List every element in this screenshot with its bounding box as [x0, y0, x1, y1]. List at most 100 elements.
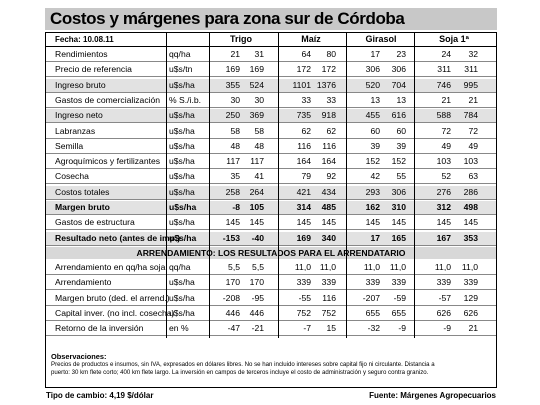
row-unit: u$s/ha — [169, 79, 195, 90]
row-label: Agroquímicos y fertilizantes — [55, 156, 161, 167]
row-value: 79 — [301, 171, 311, 182]
row-value: 311 — [464, 64, 478, 75]
row-unit: u$s/ha — [169, 292, 195, 303]
observations-line: puerto: 30 km flete corto; 400 km flete … — [51, 369, 429, 376]
row-value: 264 — [249, 186, 264, 197]
row-unit: u$s/ha — [169, 110, 195, 121]
row-value: -208 — [222, 292, 240, 303]
row-label: Margen bruto (ded. el arrend.) — [55, 292, 170, 303]
row-unit: u$s/ha — [169, 186, 195, 197]
row-value: 42 — [370, 171, 380, 182]
column-divider — [414, 33, 415, 338]
row-value: 339 — [436, 277, 451, 288]
row-value: 62 — [301, 125, 311, 136]
row-value: 72 — [441, 125, 451, 136]
row-value: 55 — [396, 171, 406, 182]
row-value: 11,0 — [434, 262, 451, 272]
row-value: 49 — [468, 140, 478, 151]
table-row: Gastos de estructura u$s/ha 145 145 145 145 14… — [46, 216, 496, 231]
row-label: Ingreso neto — [55, 110, 103, 121]
observations-line: Precios de productos e insumos, sin IVA,… — [51, 361, 435, 368]
table-row: Rendimientos qq/ha 21 31 64 80 17 23 24 32 — [46, 48, 496, 62]
arrendamiento-header: ARRENDAMIENTO: LOS RESULTADOS PARA EL AR… — [46, 247, 496, 259]
row-label: Precio de referencia — [55, 64, 132, 75]
crop-header-maiz: Maíz — [301, 34, 321, 44]
row-value: 5,5 — [252, 262, 264, 272]
row-unit: u$s/tn — [169, 64, 193, 75]
row-value: 80 — [326, 49, 336, 59]
row-value: 129 — [463, 292, 478, 303]
row-value: 116 — [322, 140, 336, 151]
row-value: -8 — [232, 202, 240, 212]
row-value: 105 — [249, 202, 264, 212]
row-value: 306 — [365, 64, 380, 75]
row-value: 339 — [391, 277, 406, 288]
row-value: 145 — [296, 217, 311, 228]
date-label: Fecha: 10.08.11 — [55, 35, 114, 44]
row-value: 626 — [436, 307, 451, 318]
row-value: 30 — [230, 94, 240, 105]
row-value: 72 — [468, 125, 478, 136]
table-row: Retorno de la inversión en % -47 -21 -7 15 -32… — [46, 322, 496, 337]
row-value: 165 — [391, 232, 406, 243]
column-divider — [278, 33, 279, 338]
row-value: 626 — [463, 307, 478, 318]
row-value: 172 — [321, 64, 336, 75]
row-unit: u$s/ha — [169, 307, 195, 318]
row-value: 145 — [365, 217, 380, 228]
table-row: Ingreso bruto u$s/ha 355 524 1101 1376 520 704 7… — [46, 78, 496, 93]
table-row: Labranzas u$s/ha 58 58 62 62 60 60 72 72 — [46, 125, 496, 139]
row-label: Gastos de estructura — [55, 217, 135, 228]
row-label: Arrendamiento — [55, 277, 112, 288]
table-row: Margen bruto u$s/ha -8 105 314 485 162 310 312 49… — [46, 201, 496, 215]
row-value: -207 — [362, 292, 380, 303]
row-value: -9 — [443, 323, 451, 334]
row-value: 39 — [370, 140, 380, 151]
row-value: 152 — [391, 156, 406, 167]
row-value: 62 — [326, 125, 336, 136]
row-unit: u$s/ha — [169, 171, 195, 182]
row-value: 11,0 — [461, 262, 478, 272]
row-value: 116 — [322, 292, 336, 303]
row-value: 33 — [326, 94, 336, 105]
table-header: Fecha: 10.08.11 Trigo Maíz Girasol Soja … — [46, 33, 496, 47]
row-value: 446 — [225, 307, 240, 318]
row-label: Gastos de comercialización — [55, 94, 161, 105]
row-value: 169 — [225, 64, 240, 75]
row-value: 1376 — [316, 79, 336, 90]
row-value: 145 — [249, 217, 264, 228]
row-value: 312 — [436, 202, 451, 212]
row-value: 11,0 — [389, 262, 406, 272]
row-value: 339 — [365, 277, 380, 288]
row-value: 24 — [441, 49, 451, 59]
row-value: 60 — [370, 125, 380, 136]
row-value: 310 — [391, 202, 406, 212]
source-note: Fuente: Márgenes Agropecuarios — [369, 391, 496, 400]
row-value: 103 — [463, 156, 478, 167]
row-label: Resultado neto (antes de imp.) — [55, 232, 181, 243]
table-row: Semilla u$s/ha 48 48 116 116 39 39 49 49 — [46, 140, 496, 154]
row-unit: u$s/ha — [169, 232, 197, 243]
row-value: 339 — [463, 277, 478, 288]
column-divider — [166, 33, 167, 338]
row-value: 735 — [296, 110, 311, 121]
row-value: 170 — [225, 277, 240, 288]
row-value: 21 — [230, 49, 240, 59]
row-value: -153 — [222, 232, 240, 243]
row-label: Labranzas — [55, 125, 96, 136]
page-title: Costos y márgenes para zona sur de Córdo… — [50, 9, 405, 28]
row-value: 15 — [326, 323, 336, 334]
crop-header-soja: Soja 1ª — [439, 34, 469, 44]
title-bar: Costos y márgenes para zona sur de Córdo… — [45, 8, 497, 30]
row-value: 293 — [365, 186, 380, 197]
row-value: 17 — [370, 49, 380, 59]
row-value: 306 — [391, 64, 406, 75]
row-value: 31 — [254, 49, 264, 59]
row-value: 704 — [391, 79, 406, 90]
row-value: -32 — [367, 323, 380, 334]
row-value: 169 — [249, 64, 264, 75]
row-value: 311 — [437, 64, 451, 75]
row-value: 355 — [225, 79, 240, 90]
table-row: Agroquímicos y fertilizantes u$s/ha 117 117… — [46, 155, 496, 170]
crop-header-girasol: Girasol — [365, 34, 397, 44]
